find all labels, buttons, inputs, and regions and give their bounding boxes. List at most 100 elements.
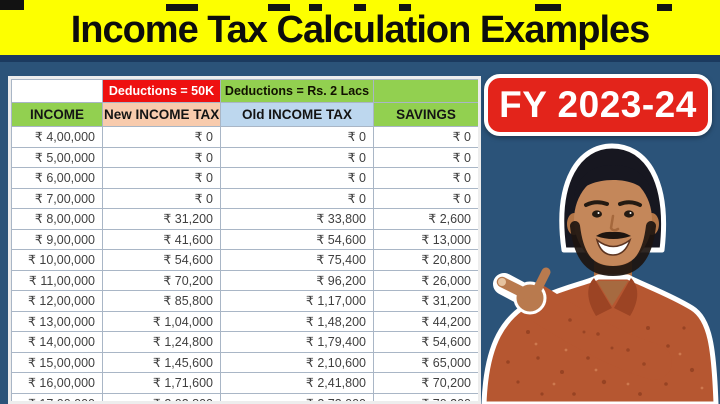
new-tax-cell: ₹ 85,800 [102,290,221,312]
new-tax-cell: ₹ 54,600 [102,249,221,271]
title-divider [0,55,720,62]
old-tax-cell: ₹ 0 [220,146,374,168]
savings-cell: ₹ 0 [373,146,478,168]
income-cell: ₹ 14,00,000 [11,331,103,353]
table-row: ₹ 12,00,000 ₹ 85,800 ₹ 1,17,000 ₹ 31,200 [11,290,478,312]
table-row: ₹ 5,00,000 ₹ 0 ₹ 0 ₹ 0 [11,146,478,168]
savings-cell: ₹ 70,200 [373,392,478,401]
old-tax-column-header: Old INCOME TAX [220,102,374,127]
tax-table-container: Deductions = 50K Deductions = Rs. 2 Lacs… [8,76,481,404]
old-tax-cell: ₹ 0 [220,167,374,189]
table-row: ₹ 15,00,000 ₹ 1,45,600 ₹ 2,10,600 ₹ 65,000 [11,351,478,373]
presenter-cutout [481,143,719,404]
shirt-collar-right [614,278,638,316]
tax-table: Deductions = 50K Deductions = Rs. 2 Lacs… [11,79,478,401]
old-tax-cell: ₹ 2,10,600 [220,351,374,373]
new-tax-cell: ₹ 1,71,600 [102,372,221,394]
tax-table-body: ₹ 4,00,000 ₹ 0 ₹ 0 ₹ 0 ₹ 5,00,000 ₹ 0 ₹ 0 ₹ 0 ₹ … [11,126,478,401]
new-tax-cell: ₹ 31,200 [102,208,221,230]
income-cell: ₹ 16,00,000 [11,372,103,394]
table-row: ₹ 11,00,000 ₹ 70,200 ₹ 96,200 ₹ 26,000 [11,269,478,291]
eye-glint-right [629,212,632,214]
new-tax-cell: ₹ 0 [102,146,221,168]
old-tax-cell: ₹ 1,48,200 [220,310,374,332]
savings-cell: ₹ 0 [373,167,478,189]
income-cell: ₹ 9,00,000 [11,228,103,250]
new-tax-cell: ₹ 0 [102,187,221,209]
income-column-header: INCOME [11,102,103,127]
savings-cell: ₹ 20,800 [373,249,478,271]
income-cell: ₹ 12,00,000 [11,290,103,312]
old-tax-cell: ₹ 2,41,800 [220,372,374,394]
savings-cell: ₹ 0 [373,126,478,148]
presenter-arm-sleeve [518,284,672,380]
old-regime-deduction-note: Deductions = Rs. 2 Lacs [220,79,374,103]
table-row: ₹ 13,00,000 ₹ 1,04,000 ₹ 1,48,200 ₹ 44,200 [11,310,478,332]
pointing-fingertip [498,278,506,286]
old-tax-cell: ₹ 33,800 [220,208,374,230]
savings-cell: ₹ 54,600 [373,331,478,353]
income-note-cell [11,79,103,103]
table-row: ₹ 4,00,000 ₹ 0 ₹ 0 ₹ 0 [11,126,478,148]
title-bar: Income Tax Calculation Examples [0,0,720,55]
old-tax-cell: ₹ 75,400 [220,249,374,271]
presenter-mustache [596,231,631,239]
deductions-note-row: Deductions = 50K Deductions = Rs. 2 Lacs [11,79,478,103]
savings-cell: ₹ 31,200 [373,290,478,312]
old-tax-cell: ₹ 2,73,000 [220,392,374,401]
income-cell: ₹ 6,00,000 [11,167,103,189]
new-tax-column-header: New INCOME TAX [102,102,221,127]
income-cell: ₹ 15,00,000 [11,351,103,373]
new-tax-cell: ₹ 0 [102,126,221,148]
old-tax-cell: ₹ 0 [220,187,374,209]
page-title: Income Tax Calculation Examples [70,9,651,51]
old-tax-cell: ₹ 0 [220,126,374,148]
savings-cell: ₹ 44,200 [373,310,478,332]
income-cell: ₹ 5,00,000 [11,146,103,168]
pointing-finger [496,276,532,300]
savings-cell: ₹ 26,000 [373,269,478,291]
presenter-brow-right [618,200,642,207]
old-tax-cell: ₹ 1,17,000 [220,290,374,312]
table-row: ₹ 6,00,000 ₹ 0 ₹ 0 ₹ 0 [11,167,478,189]
presenter-eye-left [592,210,602,218]
income-cell: ₹ 10,00,000 [11,249,103,271]
fy-badge: FY 2023-24 [484,74,712,136]
savings-cell: ₹ 0 [373,187,478,209]
table-row: ₹ 7,00,000 ₹ 0 ₹ 0 ₹ 0 [11,187,478,209]
column-header-row: INCOME New INCOME TAX Old INCOME TAX SAV… [11,102,478,127]
table-row: ₹ 8,00,000 ₹ 31,200 ₹ 33,800 ₹ 2,600 [11,208,478,230]
eye-glint-left [597,212,600,214]
income-cell: ₹ 7,00,000 [11,187,103,209]
new-tax-cell: ₹ 1,04,000 [102,310,221,332]
savings-cell: ₹ 13,000 [373,228,478,250]
table-row: ₹ 9,00,000 ₹ 41,600 ₹ 54,600 ₹ 13,000 [11,228,478,250]
new-regime-deduction-note: Deductions = 50K [102,79,221,103]
savings-note-cell [373,79,478,103]
income-cell: ₹ 4,00,000 [11,126,103,148]
table-row: ₹ 10,00,000 ₹ 54,600 ₹ 75,400 ₹ 20,800 [11,249,478,271]
income-cell: ₹ 11,00,000 [11,269,103,291]
presenter-beard [570,221,656,277]
presenter-nose [609,214,620,232]
shirt-pattern-arm [568,318,646,366]
presenter-brow-left [584,200,609,207]
shirt-collar-left [588,278,612,316]
new-tax-cell: ₹ 0 [102,167,221,189]
presenter-smile [595,237,632,256]
presenter-hair-fringe [574,165,653,198]
income-cell: ₹ 8,00,000 [11,208,103,230]
table-row: ₹ 17,00,000 ₹ 2,02,800 ₹ 2,73,000 ₹ 70,200 [11,392,478,401]
pointing-thumb [533,267,551,293]
savings-cell: ₹ 70,200 [373,372,478,394]
income-cell: ₹ 17,00,000 [11,392,103,401]
old-tax-cell: ₹ 96,200 [220,269,374,291]
savings-cell: ₹ 2,600 [373,208,478,230]
table-row: ₹ 16,00,000 ₹ 1,71,600 ₹ 2,41,800 ₹ 70,200 [11,372,478,394]
income-cell: ₹ 13,00,000 [11,310,103,332]
shirt-vneck-skin [597,281,628,306]
savings-cell: ₹ 65,000 [373,351,478,373]
old-tax-cell: ₹ 1,79,400 [220,331,374,353]
new-tax-cell: ₹ 41,600 [102,228,221,250]
